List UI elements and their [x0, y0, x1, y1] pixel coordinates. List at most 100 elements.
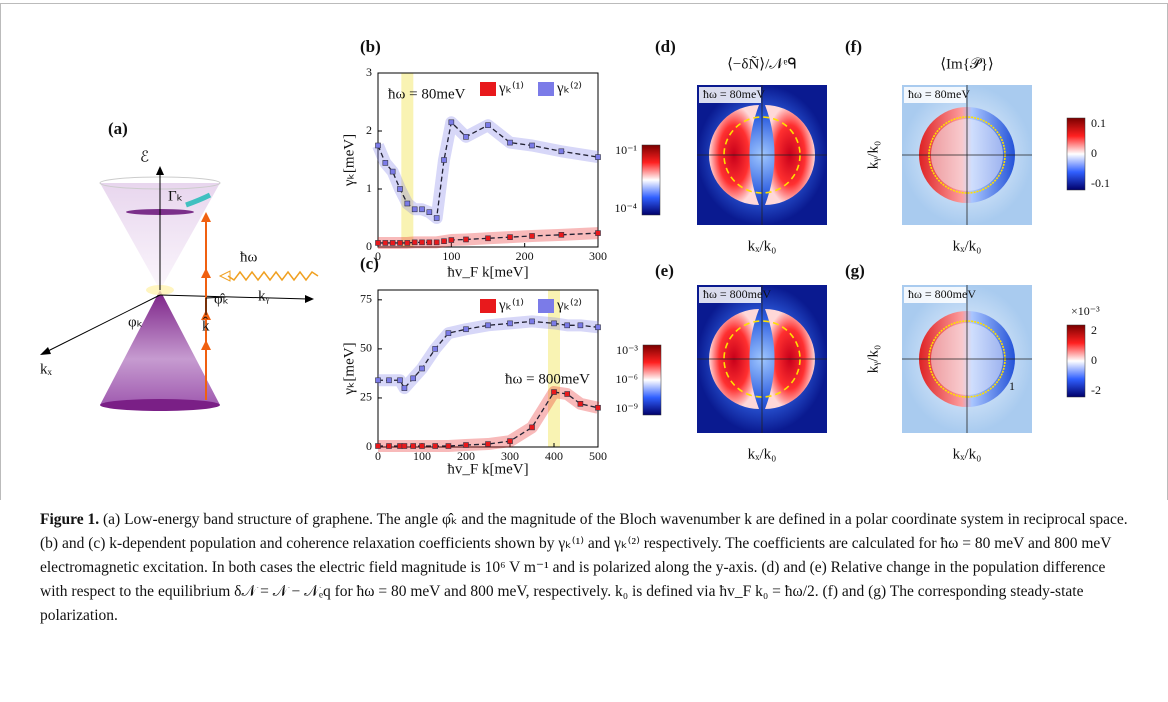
caption-text: (a) Low-energy band structure of graphen… — [40, 511, 1128, 624]
inset-box — [904, 287, 966, 303]
annotation: φ̂ₖ — [214, 291, 229, 307]
marker — [386, 443, 392, 449]
colorbar-tick-label: 10⁻³ — [616, 343, 638, 357]
annotation: ħω = 800meV — [505, 371, 590, 387]
marker — [529, 424, 535, 431]
marker — [389, 240, 396, 246]
marker — [485, 235, 491, 242]
panel-label: (b) — [360, 37, 381, 56]
marker — [595, 324, 601, 331]
x-axis-label: ħv_F k[meV] — [447, 461, 528, 477]
x-axis-label: kₓ/k₀ — [953, 446, 982, 462]
marker — [529, 142, 535, 149]
y-tick-label: 1 — [366, 181, 372, 195]
marker — [397, 240, 403, 246]
colorbar-tick-label: -2 — [1091, 383, 1101, 397]
x-tick-label: 100 — [442, 249, 460, 263]
marker — [410, 375, 417, 382]
marker — [375, 240, 381, 246]
marker — [507, 234, 513, 240]
marker — [419, 239, 425, 246]
marker — [433, 239, 440, 246]
x-tick-label: 400 — [545, 449, 563, 463]
marker — [448, 237, 455, 243]
panel-label: (c) — [360, 254, 379, 273]
colorbar — [1066, 117, 1086, 191]
highlight-band — [401, 73, 414, 247]
panel-label: (a) — [108, 119, 128, 138]
panel-label: (f) — [845, 37, 862, 56]
colorbar-tick-label: 2 — [1091, 323, 1097, 337]
inset-box — [699, 87, 761, 103]
y-tick-label: 50 — [360, 341, 372, 355]
marker — [564, 322, 571, 329]
marker — [463, 236, 469, 243]
highlight-band — [548, 290, 560, 447]
y-tick-label: 3 — [366, 65, 372, 79]
marker — [441, 157, 447, 163]
x-tick-label: 0 — [375, 249, 381, 263]
colorbar-tick-label: 0 — [1091, 353, 1097, 367]
plot-frame — [377, 72, 599, 248]
marker — [404, 200, 411, 207]
legend-label: γₖ⁽¹⁾ — [498, 80, 524, 96]
y-tick-label: 0 — [366, 439, 372, 453]
marker — [595, 154, 601, 160]
marker — [404, 240, 411, 246]
x-tick-label: 500 — [589, 449, 607, 463]
marker — [445, 330, 452, 336]
inset-box — [904, 87, 966, 103]
y-axis-label: γₖ[meV] — [341, 134, 357, 187]
marker — [433, 215, 440, 221]
marker — [389, 168, 396, 175]
y-axis-label: kᵧ/k₀ — [865, 345, 881, 373]
x-tick-label: 100 — [413, 449, 431, 463]
map-inset: ħω = 800meV — [703, 287, 771, 301]
panel-label: (d) — [655, 37, 676, 56]
marker — [558, 232, 565, 238]
x-axis-label: kₓ/k₀ — [748, 446, 777, 462]
marker — [432, 443, 439, 449]
legend-label: γₖ⁽²⁾ — [556, 297, 582, 313]
marker — [507, 139, 513, 146]
inset-box — [699, 287, 761, 303]
marker — [432, 346, 439, 352]
marker — [397, 377, 403, 384]
y-axis-label: γₖ[meV] — [341, 342, 357, 395]
marker — [507, 438, 513, 444]
marker — [577, 401, 584, 407]
legend-label: γₖ⁽²⁾ — [556, 80, 582, 96]
legend-swatch — [480, 82, 496, 96]
y-tick-label: 25 — [360, 390, 372, 404]
caption: Figure 1. (a) Low-energy band structure … — [40, 508, 1130, 628]
panel-label: (g) — [845, 261, 865, 280]
colorbar — [1066, 324, 1086, 398]
marker — [375, 443, 381, 449]
map-marker: 1 — [1009, 379, 1015, 393]
map-inset: ħω = 800meV — [908, 287, 976, 301]
x-tick-label: 200 — [516, 249, 534, 263]
band-diagram — [40, 166, 319, 411]
marker — [386, 377, 392, 384]
colorbar-tick-label: 10⁻¹ — [615, 143, 637, 157]
annotation: ħω — [240, 249, 258, 265]
marker — [419, 443, 425, 449]
marker — [401, 443, 408, 449]
marker — [401, 385, 408, 391]
map-inset: ħω = 80meV — [908, 87, 970, 101]
marker — [595, 230, 601, 236]
annotation: k̂ — [202, 317, 210, 335]
marker — [397, 186, 403, 192]
marker — [529, 318, 535, 325]
plot-frame — [377, 289, 599, 448]
axis-label: kₓ — [40, 361, 53, 377]
marker — [411, 239, 418, 246]
marker — [411, 206, 418, 213]
series-line — [378, 320, 599, 390]
colorbar-tick-label: 10⁻⁴ — [614, 201, 637, 215]
y-tick-label: 2 — [366, 123, 372, 137]
colorbar — [641, 144, 661, 216]
marker — [529, 233, 535, 239]
marker — [485, 122, 491, 128]
y-tick-label: 0 — [366, 239, 372, 253]
